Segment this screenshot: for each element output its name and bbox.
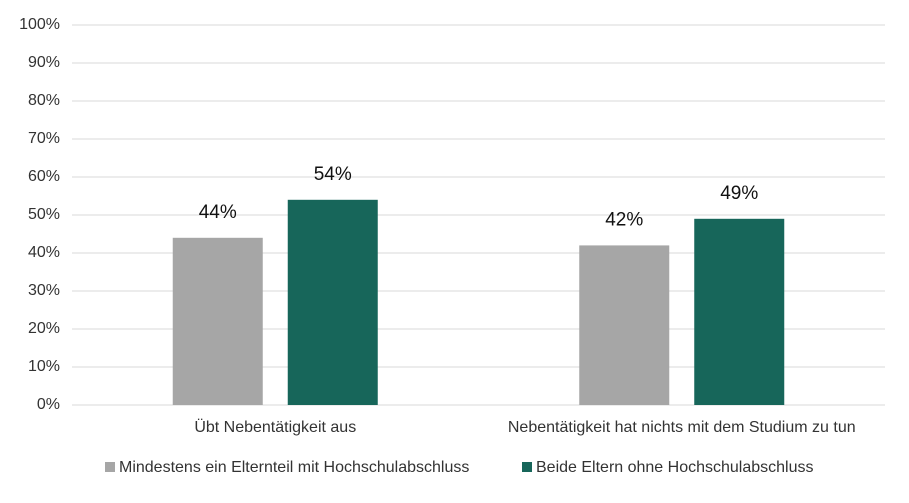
y-tick-label: 10% bbox=[28, 358, 60, 375]
bar bbox=[287, 199, 378, 405]
y-tick-label: 30% bbox=[28, 282, 60, 299]
y-tick-label: 80% bbox=[28, 92, 60, 109]
bar bbox=[694, 218, 785, 405]
y-tick-label: 0% bbox=[37, 396, 60, 413]
value-label: 44% bbox=[199, 202, 237, 223]
y-tick-label: 90% bbox=[28, 54, 60, 71]
y-tick-label: 40% bbox=[28, 244, 60, 261]
y-tick-label: 50% bbox=[28, 206, 60, 223]
legend-swatch bbox=[105, 462, 115, 472]
bar bbox=[172, 237, 263, 405]
bar bbox=[579, 245, 670, 405]
y-tick-label: 100% bbox=[19, 16, 60, 33]
value-label: 49% bbox=[720, 183, 758, 204]
y-tick-label: 60% bbox=[28, 168, 60, 185]
x-tick-label: Nebentätigkeit hat nichts mit dem Studiu… bbox=[508, 419, 856, 436]
value-label: 54% bbox=[314, 164, 352, 185]
x-tick-label: Übt Nebentätigkeit aus bbox=[194, 418, 356, 436]
y-tick-label: 70% bbox=[28, 130, 60, 147]
value-label: 42% bbox=[605, 209, 643, 230]
legend-swatch bbox=[522, 462, 532, 472]
y-tick-label: 20% bbox=[28, 320, 60, 337]
legend-label: Mindestens ein Elternteil mit Hochschula… bbox=[119, 459, 469, 476]
legend-label: Beide Eltern ohne Hochschulabschluss bbox=[536, 459, 814, 476]
